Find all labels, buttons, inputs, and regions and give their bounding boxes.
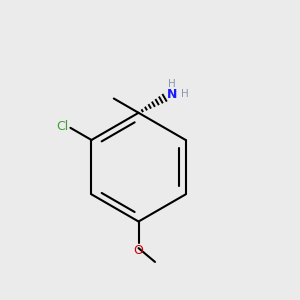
Text: H: H [181,89,189,99]
Text: Cl: Cl [56,121,68,134]
Text: O: O [134,244,143,257]
Text: H: H [168,79,176,89]
Text: N: N [167,88,177,101]
